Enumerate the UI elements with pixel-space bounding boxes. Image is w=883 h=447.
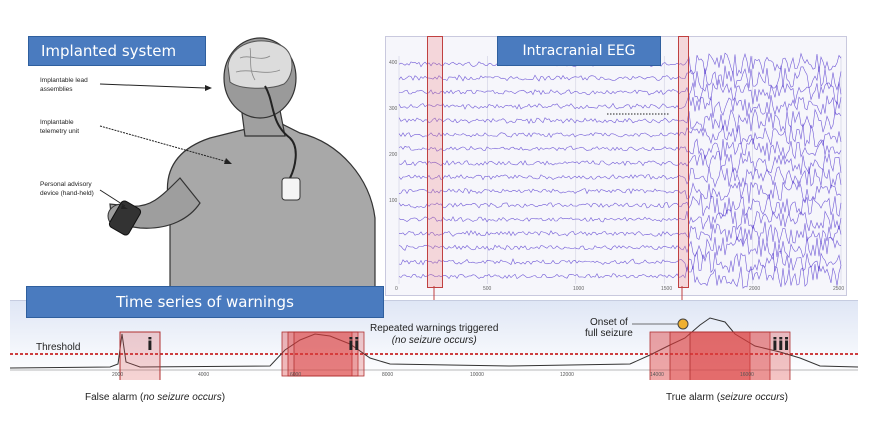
label-advisory-text: Personal advisory device (hand-held): [40, 181, 94, 197]
false-alarm-italic: no seizure occurs: [143, 392, 222, 403]
telemetry-unit: [281, 177, 301, 201]
warning-x-tick: 10000: [470, 372, 484, 378]
eeg-channel-trace: [398, 221, 842, 245]
marker-i: i: [147, 335, 153, 355]
implanted-system-title-text: Implanted system: [41, 42, 177, 60]
true-alarm-stack: [649, 331, 791, 380]
false-alarm-label: False alarm (no seizure occurs): [85, 392, 225, 403]
advisory-device: [108, 200, 142, 236]
eeg-x-tick: 2500: [833, 286, 845, 292]
eeg-channel-trace: [398, 193, 842, 217]
eeg-highlight-warning: [427, 36, 443, 288]
eeg-channel-trace: [398, 137, 842, 162]
eeg-x-tick: 1000: [573, 286, 585, 292]
brain-shape: [227, 40, 293, 89]
onset-line1: Onset of: [590, 317, 628, 328]
patient-illustration: [107, 37, 376, 290]
true-alarm-label: True alarm (seizure occurs): [666, 392, 788, 403]
false-alarm-box: [119, 331, 161, 380]
warning-x-tick: 16000: [740, 372, 754, 378]
eeg-channel-trace: [398, 93, 842, 118]
warnings-title: Time series of warnings: [26, 286, 384, 318]
eeg-channel-trace: [398, 65, 842, 91]
eeg-highlight-onset: [678, 36, 689, 288]
false-alarm-suffix: ): [221, 392, 226, 403]
eeg-channel-trace: [399, 79, 842, 105]
eeg-y-tick: 200: [389, 152, 398, 158]
repeated-line2: (no seizure occurs): [391, 335, 477, 346]
warning-x-tick: 12000: [560, 372, 574, 378]
warning-signal: [10, 317, 858, 369]
eeg-x-tick: 0: [395, 286, 398, 292]
marker-ii: ii: [348, 335, 360, 355]
arrow-lead: [99, 83, 206, 89]
eeg-channel-trace: [398, 108, 842, 133]
warning-time-series: [10, 317, 858, 380]
arrow-telemetry: [99, 125, 229, 163]
eeg-channel-trace: [398, 250, 842, 274]
label-lead-assemblies: Implantable lead assemblies: [40, 76, 100, 94]
torso-shape: [166, 122, 376, 290]
onset-line2: full seizure: [585, 328, 633, 339]
eeg-y-tick: 100: [389, 198, 398, 204]
true-alarm-suffix: ): [784, 392, 788, 403]
true-alarm-prefix: True alarm (: [666, 392, 721, 403]
warning-x-tick: 6000: [290, 372, 302, 378]
label-telemetry-unit: Implantable telemetry unit: [40, 118, 100, 136]
onset-label: Onset of full seizure: [585, 317, 633, 339]
eeg-x-tick: 2000: [749, 286, 761, 292]
label-lead-text: Implantable lead assemblies: [40, 77, 88, 93]
eeg-channel-trace: [398, 264, 842, 289]
label-telemetry-text: Implantable telemetry unit: [40, 119, 80, 135]
implanted-system-title: Implanted system: [28, 36, 206, 66]
repeated-warnings-label: Repeated warnings triggered (no seizure …: [370, 323, 498, 347]
warning-x-ticks: 2000 4000 6000 8000 10000 12000 14000 16…: [10, 372, 858, 380]
eeg-y-tick: 300: [389, 106, 398, 112]
eeg-title: Intracranial EEG: [497, 36, 661, 66]
eeg-y-tick: 400: [389, 60, 398, 66]
eeg-channel-trace: [398, 150, 842, 175]
eeg-channel-trace: [398, 123, 842, 148]
threshold-label: Threshold: [36, 342, 81, 353]
eeg-y-ticks: 400 300 200 100: [389, 50, 403, 250]
repeated-warnings-stack: [281, 331, 365, 377]
eeg-channel-trace: [398, 166, 842, 189]
repeated-line1: Repeated warnings triggered: [370, 323, 499, 334]
eeg-x-tick: 1500: [661, 286, 673, 292]
label-advisory-device: Personal advisory device (hand-held): [40, 180, 102, 198]
lead-wire: [264, 85, 297, 179]
eeg-title-text: Intracranial EEG: [522, 43, 636, 59]
onset-marker: [677, 318, 689, 330]
eeg-x-ticks: 0 500 1000 1500 2000 2500: [395, 286, 845, 294]
warnings-title-text: Time series of warnings: [116, 293, 294, 311]
marker-iii: iii: [772, 335, 790, 355]
eeg-channel-trace: [398, 208, 842, 232]
warning-x-tick: 2000: [112, 372, 124, 378]
label-arrows: [99, 83, 232, 209]
true-alarm-italic: seizure occurs: [720, 392, 785, 403]
eeg-x-tick: 500: [483, 286, 492, 292]
false-alarm-prefix: False alarm (: [85, 392, 144, 403]
eeg-channel-trace: [398, 236, 842, 260]
eeg-traces: [398, 52, 842, 289]
warning-x-tick: 4000: [198, 372, 210, 378]
warning-x-tick: 14000: [650, 372, 664, 378]
warning-x-tick: 8000: [382, 372, 394, 378]
eeg-channel-trace: [398, 179, 842, 204]
arrow-advisory: [99, 189, 126, 207]
